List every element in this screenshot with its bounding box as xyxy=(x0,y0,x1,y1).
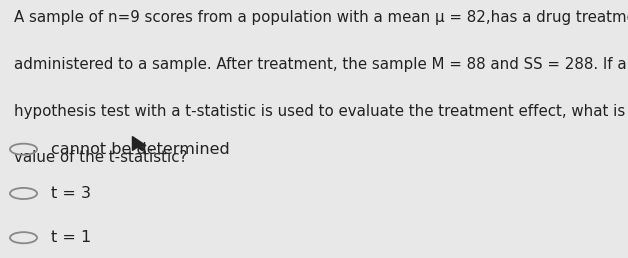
Text: t = 3: t = 3 xyxy=(51,186,90,201)
Text: t = 1: t = 1 xyxy=(51,230,91,245)
Text: A sample of n=9 scores from a population with a mean μ = 82,has a drug treatment: A sample of n=9 scores from a population… xyxy=(14,10,628,25)
Text: cannot be determined: cannot be determined xyxy=(51,142,229,157)
Text: value of the t-statistic?: value of the t-statistic? xyxy=(14,150,187,165)
Polygon shape xyxy=(133,136,146,150)
Text: administered to a sample. After treatment, the sample M = 88 and SS = 288. If a: administered to a sample. After treatmen… xyxy=(14,57,626,72)
Text: hypothesis test with a t-statistic is used to evaluate the treatment effect, wha: hypothesis test with a t-statistic is us… xyxy=(14,104,628,119)
